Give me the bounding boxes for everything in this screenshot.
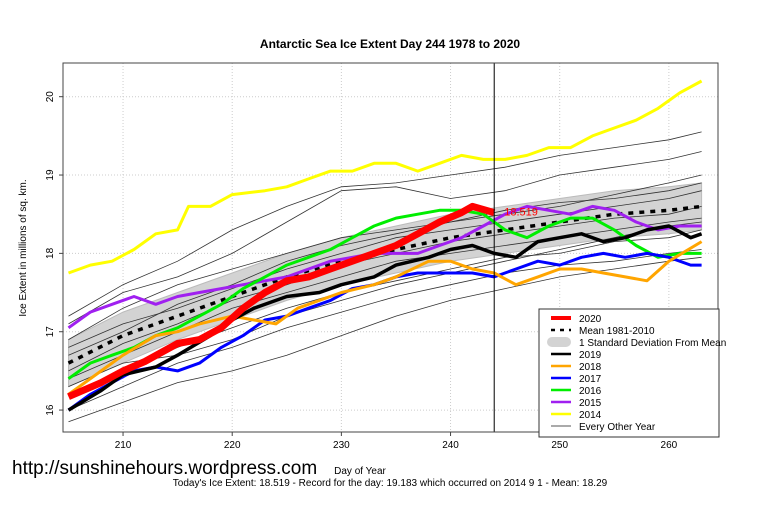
legend-label: 1 Standard Deviation From Mean: [579, 338, 726, 349]
legend-label: Mean 1981-2010: [579, 326, 655, 337]
legend-label: 2015: [579, 398, 602, 409]
x-tick-label: 260: [661, 440, 678, 451]
x-axis-label: Day of Year: [334, 466, 386, 477]
y-tick-label: 18: [45, 247, 56, 259]
other-year-line: [68, 151, 702, 325]
legend-label: 2018: [579, 362, 602, 373]
plot-frame: [62, 62, 719, 433]
x-tick-label: 250: [551, 440, 568, 451]
series-line-2014: [67, 79, 703, 275]
y-axis-label: Ice Extent in millions of sq. km.: [18, 179, 29, 316]
legend-label: 2014: [579, 410, 602, 421]
watermark-url: http://sunshinehours.wordpress.com: [12, 458, 318, 479]
y-tick-label: 19: [45, 169, 56, 181]
x-tick-label: 210: [115, 440, 132, 451]
other-year-line: [68, 256, 702, 423]
series-line-2018: [67, 240, 703, 396]
y-tick-label: 17: [45, 326, 56, 338]
legend-label: 2017: [579, 374, 602, 385]
y-tick-label: 16: [45, 404, 56, 416]
x-tick-label: 230: [333, 440, 350, 451]
other-year-line: [68, 131, 702, 317]
legend-label: 2016: [579, 386, 602, 397]
other-year-line: [68, 190, 702, 348]
legend-label: Every Other Year: [579, 422, 656, 433]
y-tick-label: 20: [45, 91, 56, 103]
footer-stats: Today's Ice Extent: 18.519 - Record for …: [173, 478, 608, 489]
series-line-2016: [67, 208, 702, 380]
legend-label: 2019: [579, 350, 602, 361]
chart-title: Antarctic Sea Ice Extent Day 244 1978 to…: [260, 37, 520, 51]
x-tick-label: 220: [224, 440, 241, 451]
series-line-2020: [67, 202, 496, 400]
legend-label: 2020: [579, 314, 602, 325]
series-line-2015: [67, 204, 702, 330]
other-year-line: [68, 174, 702, 340]
other-year-line: [68, 249, 702, 411]
other-year-line: [68, 182, 702, 356]
legend-swatch-band: [547, 337, 571, 347]
series-line-2019: [67, 224, 703, 412]
current-value-label: 18.519: [504, 207, 538, 219]
x-tick-label: 240: [442, 440, 459, 451]
